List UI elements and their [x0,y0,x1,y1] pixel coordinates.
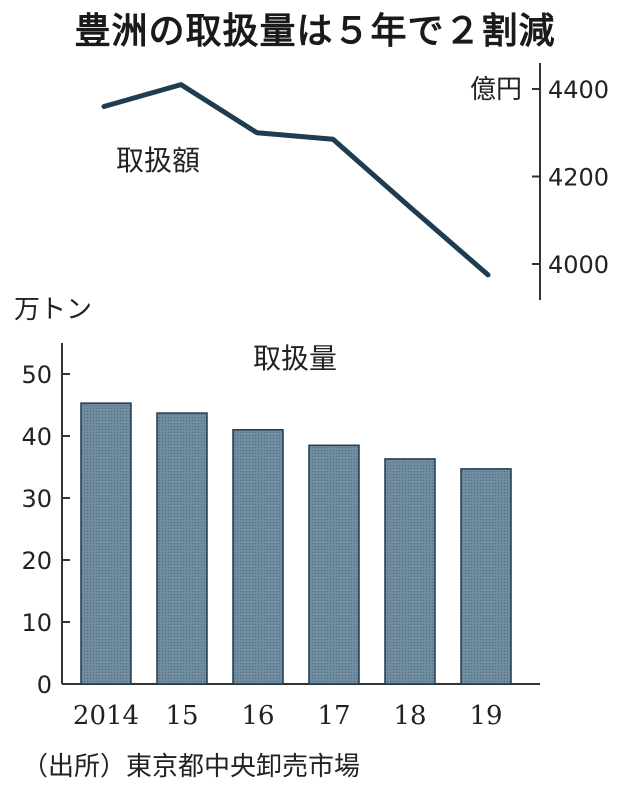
line-y-tick-label: 4400 [548,76,609,104]
bar [384,458,436,685]
x-tick-label: 19 [469,701,502,731]
x-tick-label: 18 [393,701,426,731]
x-tick-label: 2014 [73,701,139,731]
bar-y-tick-label: 50 [21,361,52,389]
bar [308,444,360,685]
bar-y-tick-label: 10 [21,609,52,637]
amount-line [101,82,491,278]
line-y-tick-label: 4000 [548,251,609,279]
bar-unit-label: 万トン [14,295,92,325]
x-tick-label: 17 [317,701,350,731]
line-unit-label: 億円 [470,75,522,105]
line-series-label: 取扱額 [116,144,200,177]
line-y-tick-label: 4200 [548,164,609,192]
bar [460,468,512,685]
chart-title: 豊洲の取扱量は５年で２割減 [74,11,556,52]
bar-y-tick-label: 0 [37,671,52,699]
bar-y-tick-label: 20 [21,547,52,575]
x-tick-label: 16 [241,701,274,731]
bar-y-tick-label: 40 [21,423,52,451]
bar [80,402,132,685]
x-tick-label: 15 [165,701,198,731]
bar [232,429,284,685]
bar-series-label: 取扱量 [253,342,337,375]
bar-y-tick-label: 30 [21,485,52,513]
source-note: （出所）東京都中央卸売市場 [22,752,361,782]
bar [156,412,208,685]
